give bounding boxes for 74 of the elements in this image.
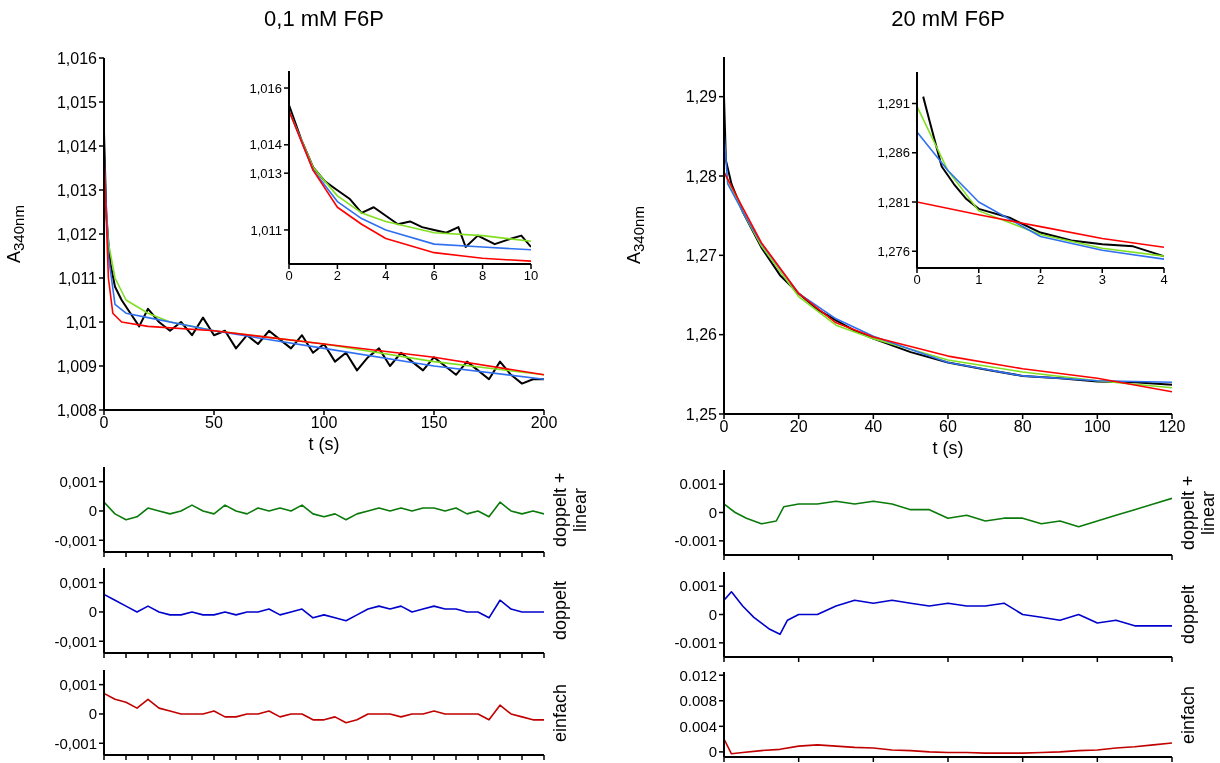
y-tick-label: -0,001 bbox=[54, 632, 97, 650]
x-tick-label: 0 bbox=[913, 272, 921, 288]
chart-title: 0,1 mM F6P bbox=[263, 6, 385, 32]
y-tick-label: 1,014 bbox=[249, 137, 282, 153]
x-axis-title: t (s) bbox=[307, 434, 341, 455]
y-tick-label: 1,011 bbox=[58, 269, 98, 287]
y-axis-title: doppelt bbox=[550, 579, 570, 643]
y-tick-label: 1,008 bbox=[56, 401, 98, 419]
y-tick-label: 0.004 bbox=[679, 717, 717, 735]
y-tick-label: 1,27 bbox=[685, 247, 718, 265]
y-tick-label: 1,281 bbox=[877, 194, 910, 210]
x-tick-label: 8 bbox=[478, 268, 487, 284]
y-tick-label: -0,001 bbox=[54, 734, 97, 752]
x-tick-label: 150 bbox=[420, 414, 448, 432]
y-tick-label: 0 bbox=[708, 503, 717, 521]
y-tick-label: 0 bbox=[708, 605, 717, 623]
x-tick-label: 0 bbox=[719, 418, 729, 436]
y-tick-label: 1,013 bbox=[249, 165, 282, 181]
y-tick-label: -0,001 bbox=[54, 531, 97, 549]
x-tick-label: 6 bbox=[430, 268, 438, 284]
y-axis-title: einfach bbox=[550, 682, 570, 744]
y-tick-label: 1,291 bbox=[877, 96, 910, 112]
y-tick-label: 1,29 bbox=[685, 88, 718, 106]
x-tick-label: 10 bbox=[523, 268, 539, 284]
y-tick-label: 1,25 bbox=[685, 405, 718, 423]
chart-title: 20 mM F6P bbox=[890, 6, 1006, 32]
y-tick-label: 1,014 bbox=[56, 137, 98, 155]
y-tick-label: 0.001 bbox=[679, 475, 717, 493]
x-tick-label: 60 bbox=[939, 418, 957, 436]
y-axis-title: doppelt + linear bbox=[550, 471, 590, 549]
x-tick-label: 0 bbox=[99, 414, 109, 432]
y-tick-label: 0,001 bbox=[59, 472, 97, 490]
y-tick-label: 1,016 bbox=[56, 49, 98, 67]
y-tick-label: 0.001 bbox=[679, 577, 717, 595]
y-tick-label: -0.001 bbox=[674, 634, 717, 652]
y-tick-label: 0 bbox=[88, 603, 97, 621]
y-tick-label: 0,001 bbox=[59, 675, 97, 693]
y-tick-label: 1,015 bbox=[56, 93, 98, 111]
y-tick-label: 0,001 bbox=[59, 573, 97, 591]
x-tick-label: 1 bbox=[975, 272, 983, 288]
y-tick-label: 1,28 bbox=[685, 167, 718, 185]
x-tick-label: 80 bbox=[1013, 418, 1032, 436]
y-tick-label: -0.001 bbox=[674, 532, 717, 550]
y-tick-label: 1,286 bbox=[877, 145, 910, 161]
y-axis-title: doppelt bbox=[1178, 583, 1198, 647]
x-tick-label: 4 bbox=[382, 268, 390, 284]
y-axis-title: doppelt + linear bbox=[1178, 474, 1218, 552]
y-tick-label: 0.008 bbox=[679, 692, 717, 710]
x-tick-label: 0 bbox=[285, 268, 293, 284]
y-tick-label: 0 bbox=[708, 743, 717, 761]
x-tick-label: 20 bbox=[789, 418, 808, 436]
y-tick-label: 1,276 bbox=[877, 243, 910, 259]
y-tick-label: 0 bbox=[88, 502, 97, 520]
y-tick-label: 1,009 bbox=[56, 357, 98, 375]
x-tick-label: 40 bbox=[864, 418, 883, 436]
x-tick-label: 2 bbox=[1036, 272, 1045, 288]
y-tick-label: 1,013 bbox=[56, 181, 98, 199]
y-tick-label: 0 bbox=[88, 705, 97, 723]
y-tick-label: 1,011 bbox=[250, 222, 282, 238]
x-axis-title: t (s) bbox=[931, 438, 965, 459]
y-tick-label: 0.012 bbox=[679, 666, 717, 684]
x-tick-label: 2 bbox=[333, 268, 342, 284]
x-tick-label: 4 bbox=[1160, 272, 1168, 288]
x-tick-label: 100 bbox=[1083, 418, 1111, 436]
x-tick-label: 3 bbox=[1098, 272, 1106, 288]
x-tick-label: 120 bbox=[1158, 418, 1186, 436]
y-tick-label: 1,016 bbox=[249, 80, 282, 96]
y-tick-label: 1,012 bbox=[56, 225, 98, 243]
y-tick-label: 1,01 bbox=[65, 313, 98, 331]
y-tick-label: 1,26 bbox=[685, 326, 718, 344]
x-tick-label: 50 bbox=[205, 414, 223, 432]
x-tick-label: 200 bbox=[530, 414, 558, 432]
x-tick-label: 100 bbox=[310, 414, 338, 432]
y-axis-title: einfach bbox=[1178, 684, 1198, 746]
